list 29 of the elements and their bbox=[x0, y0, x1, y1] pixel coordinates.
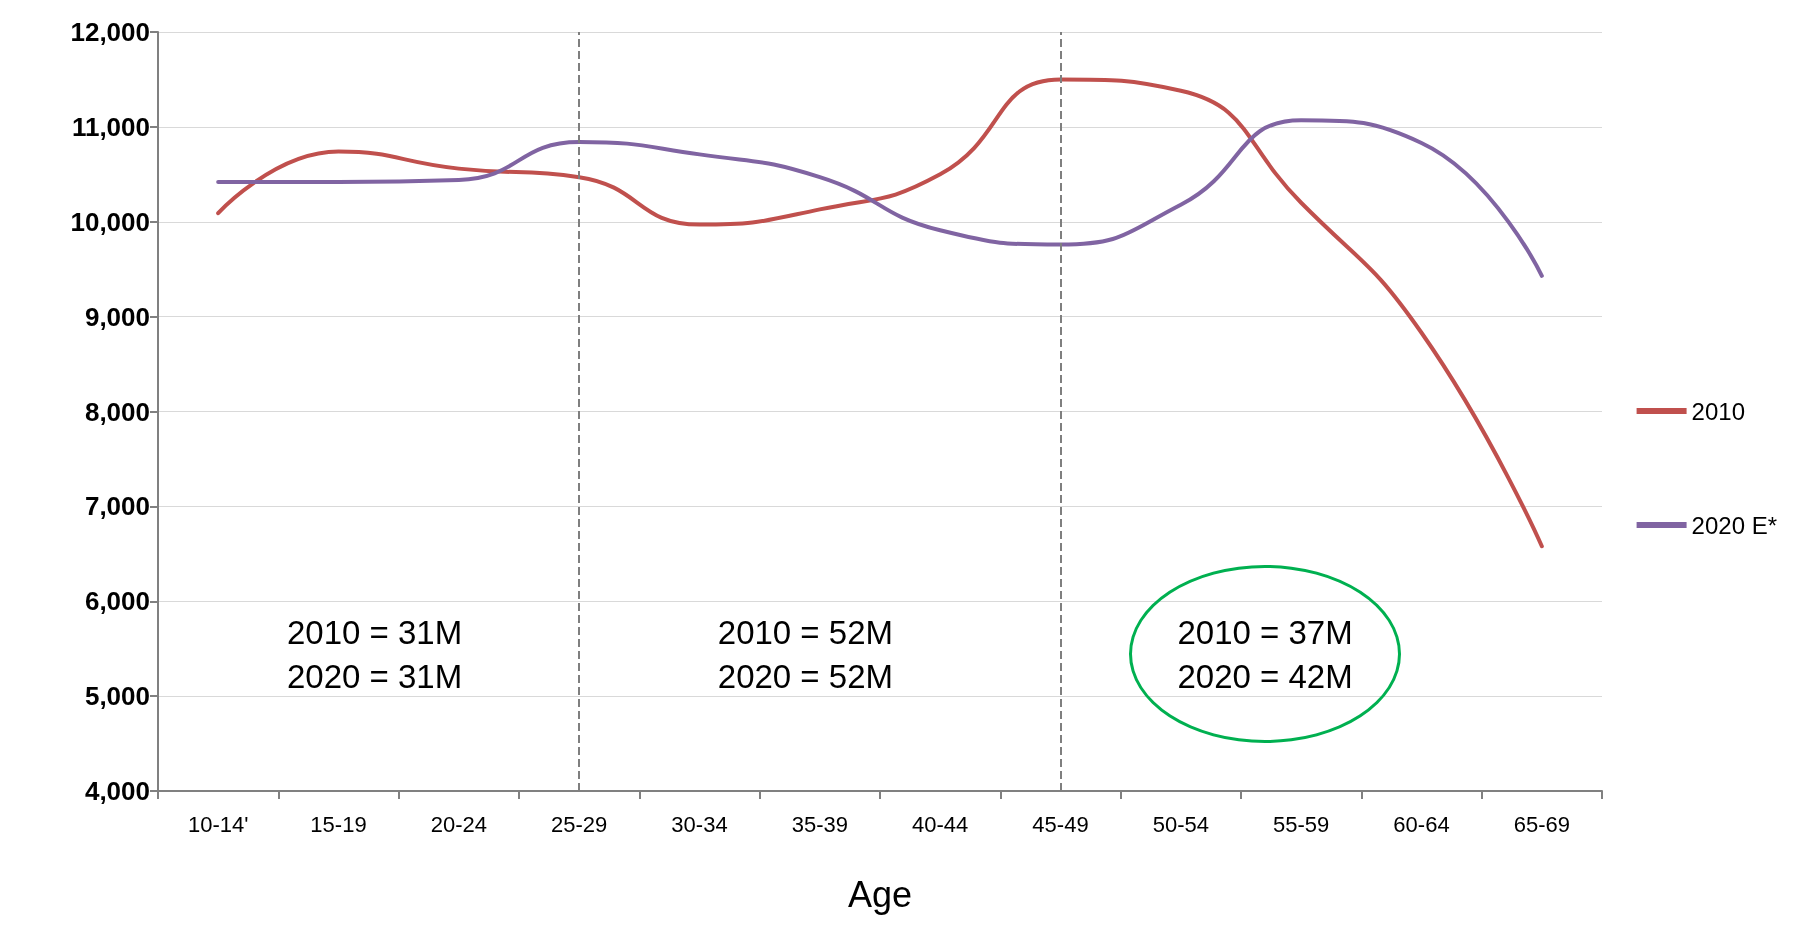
x-tick-label: 40-44 bbox=[912, 811, 969, 837]
y-tick-label: 8,000 bbox=[84, 396, 150, 427]
x-tick-label: 55-59 bbox=[1273, 811, 1330, 837]
annotation: 2010 = 37M 2020 = 42M bbox=[1177, 613, 1353, 695]
y-tick-label: 10,000 bbox=[70, 206, 150, 237]
y-tick-label: 5,000 bbox=[84, 681, 150, 712]
legend-label: 2010 bbox=[1691, 397, 1745, 425]
line-series bbox=[216, 77, 1544, 549]
legend-label: 2020 E* bbox=[1691, 511, 1777, 539]
x-tick-label: 50-54 bbox=[1152, 811, 1209, 837]
y-tick-label: 12,000 bbox=[70, 17, 150, 47]
y-tick-label: 9,000 bbox=[84, 301, 150, 332]
x-tick-label: 10-14' bbox=[187, 811, 249, 837]
x-tick-label: 65-69 bbox=[1513, 811, 1570, 837]
line-series bbox=[216, 118, 1544, 278]
y-tick-label: 4,000 bbox=[84, 776, 150, 806]
annotation: 2010 = 31M 2020 = 31M bbox=[286, 613, 463, 695]
y-tick-label: 11,000 bbox=[71, 111, 150, 142]
x-tick-label: 15-19 bbox=[310, 811, 367, 837]
x-tick-label: 30-34 bbox=[671, 811, 728, 837]
x-tick-label: 20-24 bbox=[430, 811, 487, 837]
y-tick-label: 6,000 bbox=[84, 586, 150, 617]
x-tick-label: 35-39 bbox=[791, 811, 848, 837]
x-tick-label: 25-29 bbox=[551, 811, 608, 837]
y-tick-label: 7,000 bbox=[84, 491, 150, 522]
x-tick-label: 60-64 bbox=[1393, 811, 1450, 837]
x-axis-title: Age bbox=[847, 873, 913, 915]
x-tick-label: 45-49 bbox=[1032, 811, 1089, 837]
annotation: 2010 = 52M 2020 = 52M bbox=[717, 613, 893, 695]
